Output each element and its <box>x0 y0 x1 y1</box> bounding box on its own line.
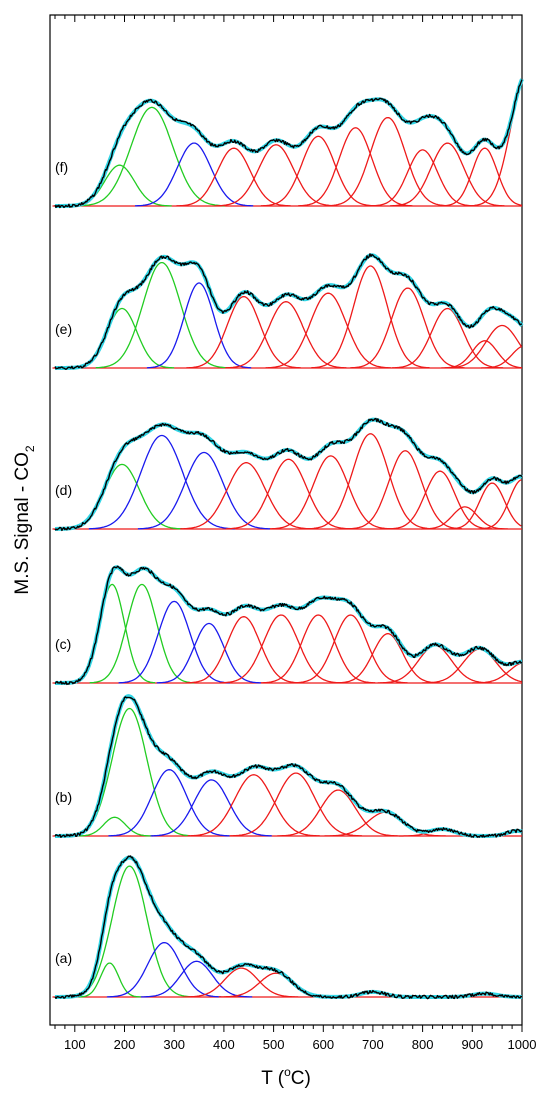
peak-red-530 <box>225 458 352 530</box>
peak-green-180 <box>76 816 153 837</box>
panel-f: (f) <box>52 78 524 209</box>
experimental-curve <box>54 417 523 532</box>
x-tick-label: 900 <box>461 1037 483 1052</box>
peak-red-515 <box>220 614 342 684</box>
peak-red-1000 <box>478 479 522 530</box>
peak-red-960 <box>444 324 522 369</box>
x-tick-label: 500 <box>263 1037 285 1052</box>
peak-green-275 <box>95 261 228 369</box>
peak-red-440 <box>186 616 301 684</box>
x-tick-label: 700 <box>362 1037 384 1052</box>
peak-blue-300 <box>118 600 230 684</box>
peak-red-940 <box>448 482 522 530</box>
peak-red-915 <box>422 648 522 684</box>
x-tick-label: 100 <box>64 1037 86 1052</box>
x-axis-title: T (oC) <box>261 1065 311 1089</box>
y-axis-title: M.S. Signal - CO2 <box>12 445 37 595</box>
x-tick-label: 600 <box>312 1037 334 1052</box>
panel-e: (e) <box>52 253 524 370</box>
peak-red-445 <box>180 462 313 530</box>
panel-label: (c) <box>55 636 71 652</box>
peak-red-420 <box>176 147 291 207</box>
fitted-curve <box>54 78 524 208</box>
peak-red-695 <box>307 433 434 530</box>
peak-red-925 <box>441 340 522 369</box>
peak-red-1005 <box>480 345 523 369</box>
peak-red-525 <box>225 301 347 369</box>
x-tick-label: 200 <box>114 1037 136 1052</box>
peak-red-590 <box>260 135 376 207</box>
peak-red-695 <box>311 265 430 369</box>
experimental-curve <box>54 696 523 838</box>
peak-red-630 <box>277 789 399 837</box>
fitted-curve <box>54 417 523 531</box>
peak-red-730 <box>335 633 440 684</box>
peak-blue-350 <box>146 282 252 369</box>
peak-red-505 <box>215 144 337 207</box>
panel-d: (d) <box>52 417 523 532</box>
peak-red-1005 <box>472 662 523 684</box>
experimental-curve <box>54 253 523 370</box>
panel-c: (c) <box>52 565 523 686</box>
peak-green-195 <box>61 463 183 530</box>
peak-blue-275 <box>88 434 235 530</box>
panel-a: (a) <box>52 855 523 1000</box>
peak-red-615 <box>269 455 392 530</box>
peak-red-770 <box>350 287 465 369</box>
peak-red-435 <box>183 967 299 998</box>
peak-red-800 <box>370 149 475 207</box>
peak-green-190 <box>67 164 172 207</box>
x-tick-label: 300 <box>163 1037 185 1052</box>
x-tick-label: 1000 <box>508 1037 537 1052</box>
peak-red-835 <box>387 470 493 530</box>
fitted-curve <box>54 855 523 999</box>
panel-label: (b) <box>55 789 72 805</box>
experimental-curve <box>54 565 523 686</box>
plot-frame <box>49 14 523 1026</box>
peak-red-925 <box>441 147 522 207</box>
panel-label: (d) <box>55 482 72 498</box>
panel-label: (a) <box>55 950 72 966</box>
panel-label: (f) <box>55 159 68 175</box>
experimental-curve <box>54 855 523 1000</box>
x-axis-ticks: 100 200 300 400 500 600 700 800 900 1000 <box>54 15 537 1052</box>
x-tick-label: 400 <box>213 1037 235 1052</box>
peak-blue-345 <box>140 960 253 998</box>
peak-red-545 <box>229 772 363 837</box>
peak-blue-340 <box>134 142 254 207</box>
peak-red-885 <box>421 506 508 530</box>
peak-green-255 <box>78 106 225 207</box>
peak-red-610 <box>265 292 391 369</box>
peak-red-850 <box>391 307 504 369</box>
peak-red-665 <box>298 127 413 207</box>
peak-red-655 <box>293 614 408 684</box>
panel-b: (b) <box>52 694 523 838</box>
peak-green-175 <box>68 583 156 684</box>
peak-blue-280 <box>106 941 222 998</box>
peak-green-170 <box>78 962 141 998</box>
panels: (f) (e) (d) (c) (b) (a) <box>52 78 524 1000</box>
peak-red-460 <box>187 774 320 837</box>
experimental-curve <box>54 79 523 209</box>
panel-label: (e) <box>55 321 72 337</box>
peak-red-440 <box>186 295 301 369</box>
x-tick-label: 800 <box>412 1037 434 1052</box>
peak-red-730 <box>327 116 449 207</box>
peak-green-210 <box>68 707 190 837</box>
peak-blue-290 <box>108 769 230 837</box>
peak-blue-375 <box>150 779 272 837</box>
peak-blue-370 <box>156 622 262 684</box>
peak-green-195 <box>69 307 175 369</box>
